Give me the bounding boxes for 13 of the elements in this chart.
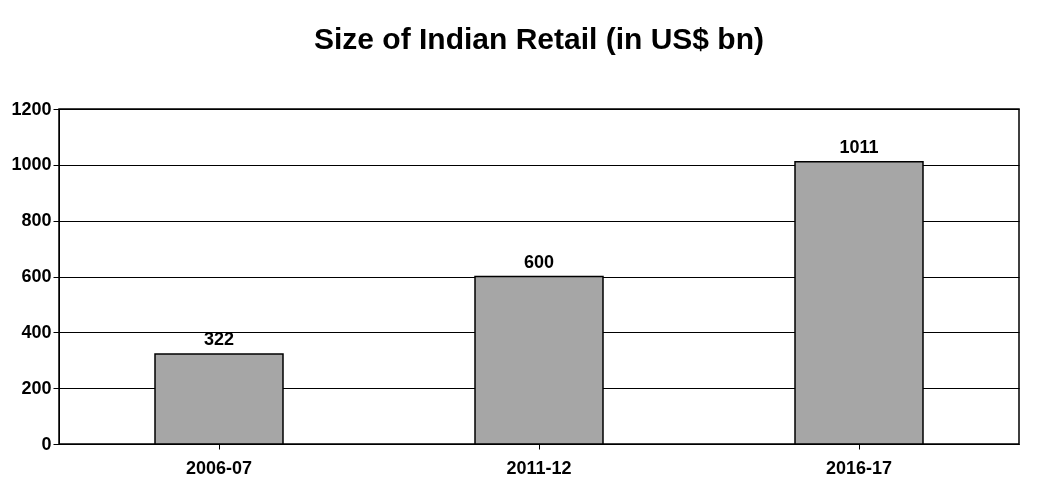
y-tick-label: 0 xyxy=(41,433,52,454)
y-tick-label: 200 xyxy=(21,377,52,398)
data-label: 1011 xyxy=(839,136,879,157)
chart-title: Size of Indian Retail (in US$ bn) xyxy=(313,22,765,55)
x-tick-label: 2016-17 xyxy=(825,457,893,478)
x-tick-label: 2006-07 xyxy=(185,457,253,478)
y-tick-label: 600 xyxy=(21,266,52,286)
data-label: 600 xyxy=(523,251,555,272)
y-tick-label: 400 xyxy=(21,321,52,342)
y-tick-label: 1200 xyxy=(11,98,52,119)
y-tick-label: 800 xyxy=(21,210,52,231)
x-tick-label: 2011-12 xyxy=(506,457,572,478)
y-tick-label: 1000 xyxy=(11,154,52,175)
